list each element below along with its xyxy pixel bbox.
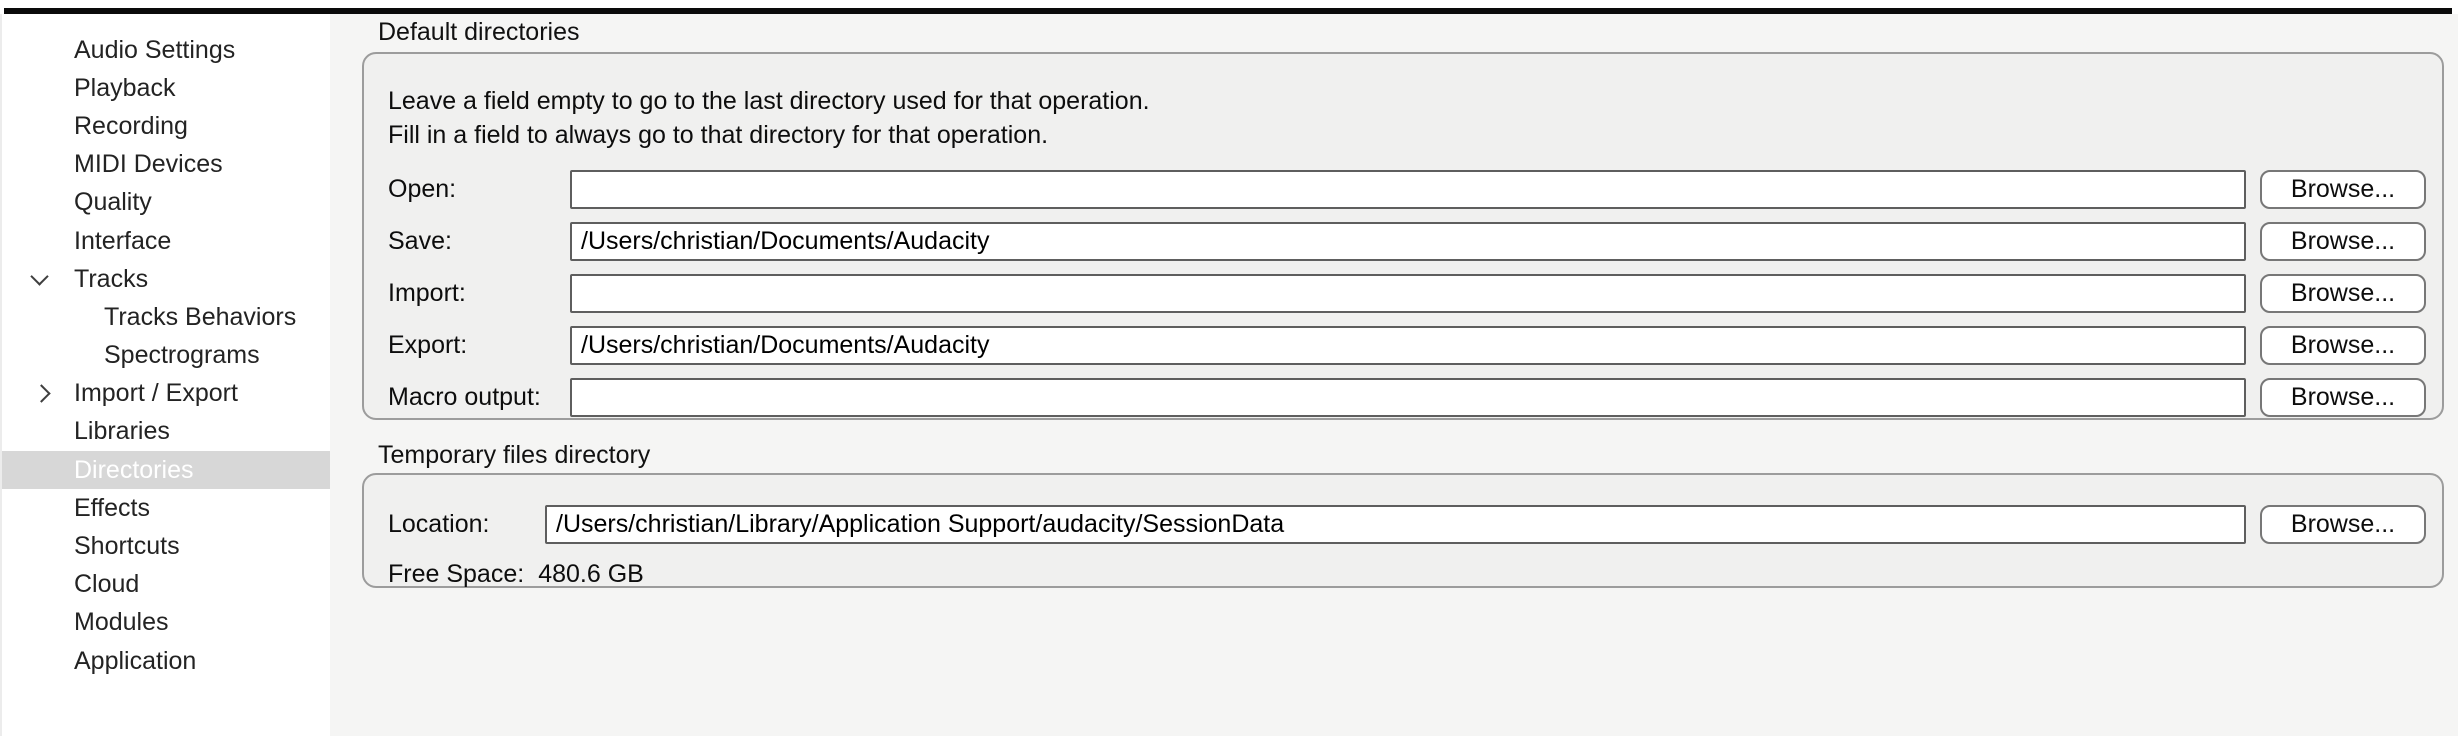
browse-import-button[interactable]: Browse... <box>2260 274 2426 313</box>
sidebar-item-recording[interactable]: Recording <box>2 107 330 145</box>
open-directory-input[interactable] <box>570 170 2246 209</box>
hint-line-2: Fill in a field to always go to that dir… <box>388 121 1049 149</box>
sidebar-item-label: Shortcuts <box>74 532 180 561</box>
sidebar-item-label: Playback <box>74 73 176 102</box>
sidebar-item-label: Application <box>74 646 197 675</box>
sidebar-item-label: Import / Export <box>74 379 238 408</box>
export-label: Export: <box>388 331 468 359</box>
hint-line-1: Leave a field empty to go to the last di… <box>388 87 1150 115</box>
top-strip <box>0 0 2458 14</box>
sidebar-item-label: Tracks Behaviors <box>104 302 297 331</box>
section-label-default-directories: Default directories <box>378 18 580 46</box>
import-directory-input[interactable] <box>570 274 2246 313</box>
sidebar-item-label: Interface <box>74 226 172 255</box>
export-directory-row: Export: Browse... <box>388 326 2426 365</box>
sidebar-item-import-export[interactable]: Import / Export <box>2 375 330 413</box>
sidebar-item-audio-settings[interactable]: Audio Settings <box>2 31 330 69</box>
directories-hint-text: Leave a field empty to go to the last di… <box>388 84 1150 152</box>
free-space-label: Free Space: <box>388 559 525 588</box>
open-label: Open: <box>388 175 457 203</box>
location-input[interactable] <box>545 505 2246 544</box>
chevron-right-icon[interactable] <box>32 383 51 403</box>
sidebar-item-shortcuts[interactable]: Shortcuts <box>2 527 330 565</box>
sidebar-item-label: Quality <box>74 188 152 217</box>
save-label: Save: <box>388 227 452 255</box>
chevron-down-icon[interactable] <box>30 267 49 286</box>
save-directory-row: Save: Browse... <box>388 222 2426 261</box>
location-row: Location: Browse... <box>388 505 2426 544</box>
sidebar-item-directories[interactable]: Directories <box>2 451 330 490</box>
temporary-files-group: Location: Browse... Free Space: 480.6 GB <box>362 473 2444 588</box>
sidebar-item-midi-devices[interactable]: MIDI Devices <box>2 146 330 184</box>
browse-open-button[interactable]: Browse... <box>2260 170 2426 209</box>
default-directories-group: Leave a field empty to go to the last di… <box>362 52 2444 420</box>
sidebar-item-label: Modules <box>74 608 169 637</box>
macro-output-directory-row: Macro output: Browse... <box>388 378 2426 417</box>
sidebar-item-label: Audio Settings <box>74 35 236 64</box>
browse-save-button[interactable]: Browse... <box>2260 222 2426 261</box>
sidebar-item-label: Effects <box>74 493 150 522</box>
macro-output-label: Macro output: <box>388 383 541 411</box>
sidebar-item-tracks-behaviors[interactable]: Tracks Behaviors <box>2 298 330 336</box>
sidebar-item-application[interactable]: Application <box>2 642 330 680</box>
browse-export-button[interactable]: Browse... <box>2260 326 2426 365</box>
free-space-value: 480.6 GB <box>538 559 644 588</box>
preferences-sidebar: Audio Settings Playback Recording MIDI D… <box>0 14 330 736</box>
sidebar-item-tracks[interactable]: Tracks <box>2 260 330 298</box>
location-label: Location: <box>388 510 490 538</box>
sidebar-item-cloud[interactable]: Cloud <box>2 566 330 604</box>
sidebar-item-playback[interactable]: Playback <box>2 69 330 107</box>
sidebar-item-libraries[interactable]: Libraries <box>2 413 330 451</box>
sidebar-item-interface[interactable]: Interface <box>2 222 330 260</box>
sidebar-item-label: Directories <box>74 455 194 484</box>
free-space-row: Free Space: 480.6 GB <box>388 557 644 591</box>
sidebar-item-label: Recording <box>74 111 188 140</box>
sidebar-item-label: MIDI Devices <box>74 150 223 179</box>
sidebar-item-effects[interactable]: Effects <box>2 489 330 527</box>
open-directory-row: Open: Browse... <box>388 170 2426 209</box>
toolbar-divider <box>4 8 2452 14</box>
sidebar-item-label: Tracks <box>74 264 149 293</box>
sidebar-item-label: Cloud <box>74 570 140 599</box>
sidebar-item-quality[interactable]: Quality <box>2 184 330 222</box>
import-directory-row: Import: Browse... <box>388 274 2426 313</box>
save-directory-input[interactable] <box>570 222 2246 261</box>
browse-location-button[interactable]: Browse... <box>2260 505 2426 544</box>
macro-output-directory-input[interactable] <box>570 378 2246 417</box>
sidebar-item-modules[interactable]: Modules <box>2 604 330 642</box>
export-directory-input[interactable] <box>570 326 2246 365</box>
browse-macro-output-button[interactable]: Browse... <box>2260 378 2426 417</box>
section-label-temporary-files: Temporary files directory <box>378 441 651 469</box>
sidebar-item-label: Libraries <box>74 417 170 446</box>
sidebar-item-spectrograms[interactable]: Spectrograms <box>2 337 330 375</box>
import-label: Import: <box>388 279 466 307</box>
sidebar-item-label: Spectrograms <box>104 341 260 370</box>
